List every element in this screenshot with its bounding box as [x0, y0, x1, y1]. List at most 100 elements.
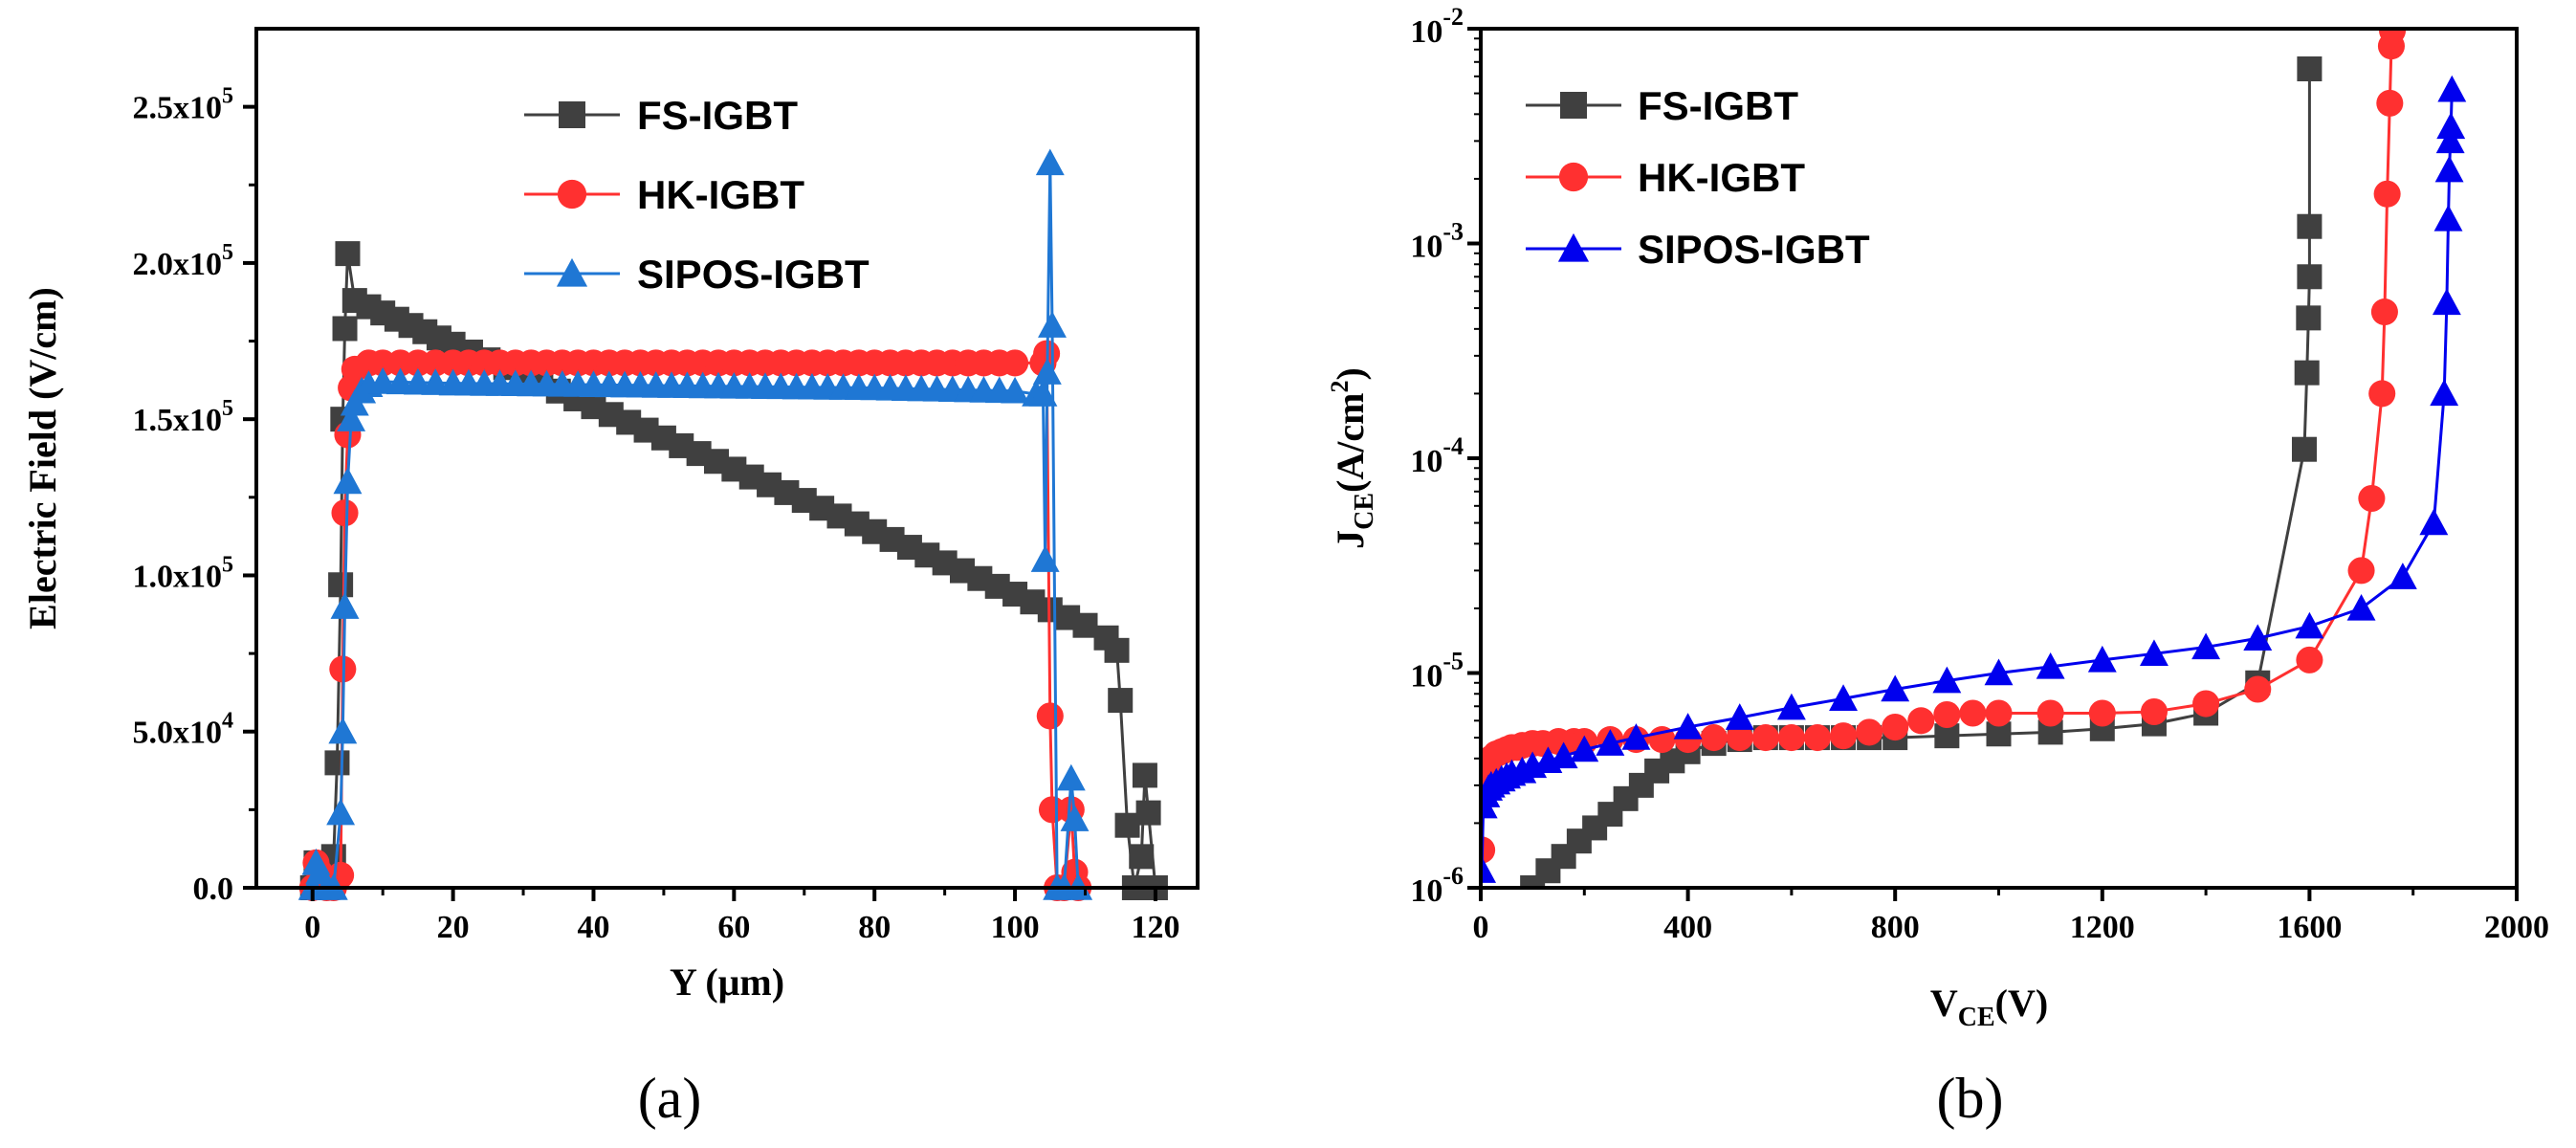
data-point	[2297, 213, 2323, 239]
x-tick-label: 0	[1473, 910, 1489, 945]
y-tick-label-part: 10	[1410, 659, 1442, 695]
data-point	[332, 316, 358, 342]
data-point	[2346, 593, 2376, 621]
legend-label-part: HK-IGBT	[637, 172, 804, 217]
series-hk-igbt	[298, 340, 1092, 902]
data-point	[2376, 89, 2404, 117]
data-point	[1001, 376, 1030, 404]
y-tick-label-part: 0.0	[193, 872, 234, 907]
data-point	[1035, 148, 1065, 176]
panel-label-a-part: (a)	[638, 1067, 702, 1130]
data-point	[2433, 204, 2463, 232]
legend-label: HK-IGBT	[1638, 155, 1805, 200]
data-point	[2432, 288, 2461, 316]
y-axis-label-b-part: )	[1329, 367, 1372, 380]
data-point	[1881, 674, 1910, 702]
plot-frame-b	[1479, 27, 2519, 890]
data-point	[326, 798, 356, 826]
legend-label: HK-IGBT	[637, 172, 804, 217]
panel-label-b: (b)	[1937, 1067, 2004, 1130]
data-point	[2373, 180, 2401, 208]
data-point	[328, 572, 354, 598]
data-point	[1932, 666, 1962, 694]
data-point	[1700, 724, 1728, 752]
data-point	[1570, 735, 1599, 762]
data-point	[1038, 796, 1067, 824]
y-axis-label-b-part: 2	[1326, 381, 1354, 393]
data-point	[2347, 557, 2375, 585]
legend-label: SIPOS-IGBT	[637, 252, 870, 297]
x-tick-label-part: 80	[858, 910, 891, 945]
data-point	[2191, 632, 2221, 660]
y-tick-label-part: 1.5x10	[133, 403, 223, 438]
y-tick-label: 2.0x105	[133, 240, 234, 282]
legend-b: FS-IGBT HK-IGBT SIPOS-IGBT	[1526, 83, 1870, 272]
y-axis-label-b-part: (A/cm	[1329, 393, 1372, 493]
data-point	[2370, 298, 2398, 326]
y-tick-label-part: 2.5x10	[133, 91, 223, 126]
y-tick-label-part: 10	[1410, 873, 1442, 909]
y-tick-label-part: 10	[1410, 14, 1442, 50]
x-tick-label-part: 120	[1131, 910, 1179, 945]
data-point	[2140, 639, 2169, 667]
x-tick-label-part: 0	[304, 910, 320, 945]
legend-label: FS-IGBT	[637, 93, 798, 138]
x-tick-label-part: 2000	[2484, 910, 2549, 945]
x-tick-label: 0	[304, 910, 320, 945]
legend-marker	[1560, 92, 1587, 119]
data-point	[1726, 724, 1753, 752]
data-point	[1481, 856, 1497, 883]
data-point	[333, 467, 363, 495]
data-point	[1072, 612, 1098, 638]
data-point	[2368, 380, 2396, 408]
data-point	[1803, 724, 1832, 752]
legend-label-part: FS-IGBT	[1638, 83, 1798, 128]
x-axis-label-b-part: (V)	[1995, 982, 2049, 1025]
x-tick-label: 1600	[2277, 910, 2342, 945]
series-sipos-igbt	[1481, 75, 2467, 883]
data-point	[1856, 718, 1883, 746]
data-point	[1725, 703, 1754, 730]
x-axis-label-b-part: V	[1930, 982, 1958, 1025]
data-point	[2037, 699, 2064, 727]
legend-marker	[556, 257, 588, 287]
data-point	[1751, 724, 1779, 752]
y-tick-label-part: -3	[1442, 218, 1464, 246]
legend-label-part: HK-IGBT	[1638, 155, 1805, 200]
data-point	[1959, 699, 1987, 727]
chart-a: 0 20 40 60 80 100 1200.05.0x1041.0x1051.5x1052…	[21, 27, 1200, 1130]
y-tick-label-part: -2	[1442, 3, 1464, 31]
data-point	[1132, 762, 1157, 788]
y-tick-label-part: 2.0x10	[133, 247, 223, 282]
y-axis-label-b: JCE(A/cm2)	[1326, 367, 1379, 549]
data-point	[1135, 800, 1161, 826]
data-point	[335, 241, 361, 267]
data-point	[2297, 56, 2323, 82]
data-point	[2358, 484, 2386, 513]
data-point	[331, 499, 359, 527]
y-tick-label: 10-6	[1410, 862, 1464, 909]
data-point	[2088, 699, 2116, 727]
data-point	[1036, 702, 1064, 730]
data-point	[1829, 684, 1858, 711]
data-point	[1596, 729, 1625, 756]
y-tick-label-part: -4	[1442, 432, 1464, 460]
series-line-sipos-igbt	[311, 163, 1080, 890]
legend-marker	[1557, 232, 1590, 262]
y-tick-label: 1.5x105	[133, 396, 234, 438]
x-tick-label: 80	[858, 910, 891, 945]
legend-label-part: SIPOS-IGBT	[637, 252, 870, 297]
data-point	[1108, 688, 1134, 714]
data-point	[2036, 651, 2065, 679]
data-point	[2419, 508, 2449, 536]
data-point	[2297, 264, 2323, 290]
legend-a: FS-IGBT HK-IGBT SIPOS-IGBT	[524, 93, 870, 297]
x-tick-label-part: 1200	[2070, 910, 2135, 945]
x-tick-label: 2000	[2484, 910, 2549, 945]
data-point	[337, 405, 366, 431]
legend-label-part: SIPOS-IGBT	[1638, 227, 1870, 272]
data-point	[1621, 723, 1651, 750]
y-tick-label-part: 1.0x10	[133, 559, 223, 594]
y-tick-label-part: -5	[1442, 648, 1464, 675]
